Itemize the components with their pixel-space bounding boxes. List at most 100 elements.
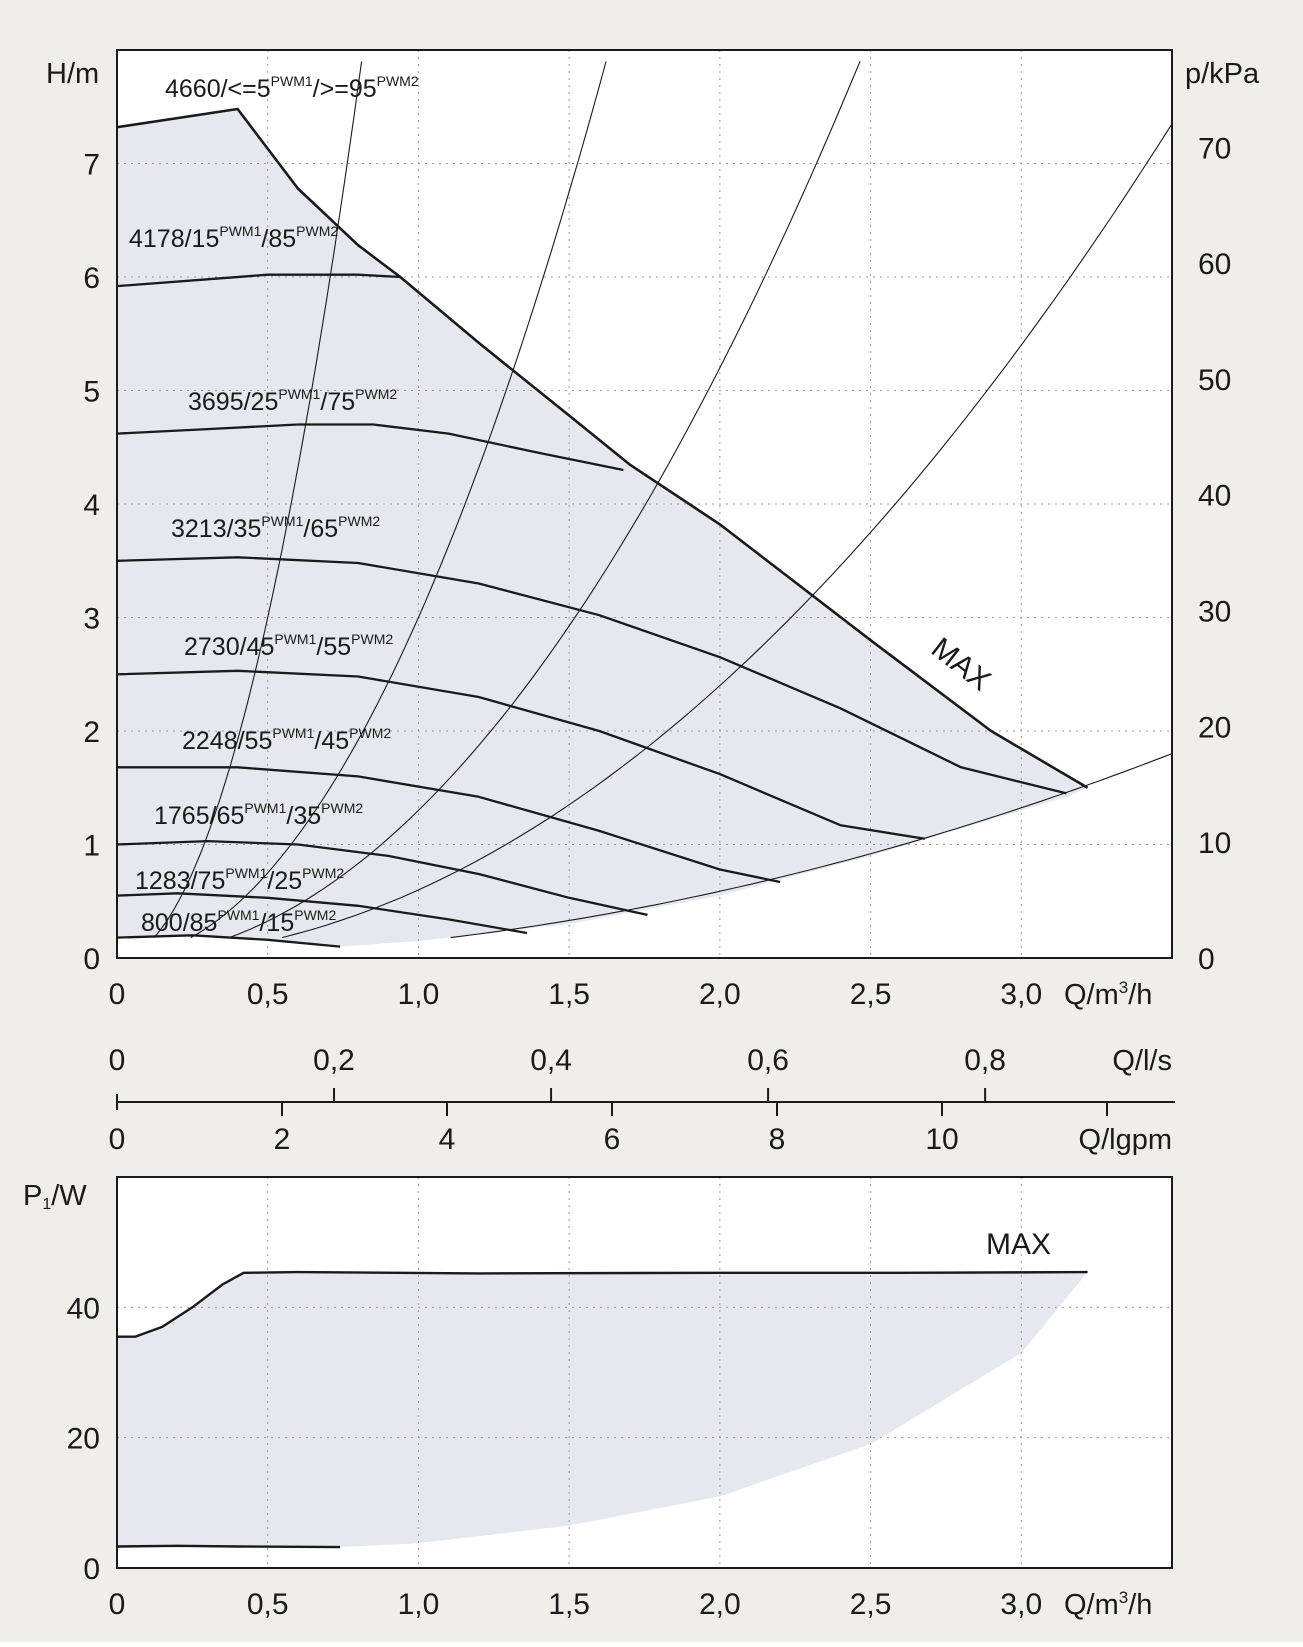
label-part-sup1: PWM1 — [219, 223, 261, 239]
y-tick-label: 1 — [83, 830, 100, 863]
x-axis-title-part: Q/m — [1064, 979, 1119, 1011]
label-part-sup2: PWM2 — [377, 73, 419, 89]
label-part-b: /55 — [316, 633, 351, 661]
power-y-tick-label: 0 — [83, 1553, 100, 1586]
ls-axis-title: Q/l/s — [1112, 1045, 1172, 1077]
grid-2 — [117, 1177, 1172, 1568]
system-curve-4 — [281, 123, 1172, 939]
speed-curve-8 — [116, 934, 341, 948]
speed-curves — [116, 107, 1089, 948]
label-part-sup2: PWM2 — [338, 513, 380, 529]
power-x-axis-title-part: Q/m — [1064, 1589, 1119, 1621]
y-right-tick-label: 70 — [1198, 132, 1231, 165]
x-tick-label: 1,5 — [548, 978, 590, 1011]
power-min-curve — [116, 1544, 341, 1549]
label-part-sup1: PWM1 — [217, 907, 259, 923]
label-part-b: /65 — [303, 515, 338, 543]
power-x-axis-title-part: /h — [1128, 1589, 1152, 1621]
power-y-axis-title-part: /W — [51, 1180, 87, 1212]
power-flow-chart: MAX 0 20 40 0 0,5 1,0 1,5 2,0 2,5 3,0 P1/W Q/m3/h — [23, 1176, 1173, 1621]
plot-frame-2 — [116, 1176, 1173, 1569]
lgpm-tick-label: 10 — [925, 1123, 958, 1156]
label-part-sup2: PWM2 — [355, 386, 397, 402]
y-right-axis-title: p/kPa — [1185, 58, 1260, 90]
system-curve-3 — [229, 61, 861, 939]
label-part-sup1: PWM1 — [244, 800, 286, 816]
y-right-tick-label: 20 — [1198, 711, 1231, 744]
label-part-a: 2730/45 — [184, 633, 274, 661]
x-axis-title: Q/m3/h — [1064, 978, 1152, 1011]
ls-tick-label: 0 — [109, 1044, 126, 1077]
grid — [117, 50, 1172, 958]
x-tick-label: 0 — [109, 978, 126, 1011]
speed-curve-label-5: 2248/55PWM1/45PWM2 — [182, 725, 391, 755]
y-tick-label: 4 — [83, 489, 100, 522]
secondary-flow-axes: 0 0,2 0,4 0,6 0,8 Q/l/s 0 2 4 6 8 10 Q/lgpm — [109, 1044, 1175, 1156]
speed-curve-label-8: 800/85PWM1/15PWM2 — [141, 907, 336, 937]
speed-curve-label-1: 4178/15PWM1/85PWM2 — [129, 223, 338, 253]
system-curve-5 — [450, 753, 1172, 939]
power-x-axis-title: Q/m3/h — [1064, 1588, 1152, 1621]
lgpm-tick-label: 0 — [109, 1123, 126, 1156]
y-tick-label: 3 — [83, 603, 100, 636]
lgpm-axis-title: Q/lgpm — [1079, 1124, 1172, 1156]
label-part-b: /15 — [259, 909, 294, 937]
speed-curve-label-2: 3695/25PWM1/75PWM2 — [188, 386, 397, 416]
lgpm-tick-label: 8 — [769, 1123, 786, 1156]
ls-tick-label: 0,6 — [747, 1044, 789, 1077]
label-part-sup1: PWM1 — [271, 73, 313, 89]
lgpm-tick-label: 2 — [274, 1123, 291, 1156]
y-tick-label: 0 — [83, 943, 100, 976]
lgpm-tick-label: 6 — [604, 1123, 621, 1156]
speed-curve-5 — [117, 766, 781, 884]
label-part-sup2: PWM2 — [294, 907, 336, 923]
speed-curve-7 — [116, 892, 528, 935]
label-part-b: />=95 — [313, 75, 377, 103]
x-axis-title-part: 3 — [1119, 978, 1128, 997]
y-right-tick-label: 50 — [1198, 364, 1231, 397]
label-part-b: /35 — [286, 802, 321, 830]
speed-curve-1 — [116, 273, 401, 288]
power-y-tick-label: 40 — [67, 1292, 100, 1325]
label-part-sup2: PWM2 — [296, 223, 338, 239]
system-curves — [153, 61, 1172, 939]
power-max-label: MAX — [986, 1228, 1051, 1261]
label-part-sup2: PWM2 — [349, 725, 391, 741]
y-axis-title: H/m — [46, 58, 99, 90]
power-x-tick-label: 2,0 — [699, 1588, 741, 1621]
power-y-axis-title-part: 1 — [42, 1196, 51, 1213]
power-x-tick-label: 1,0 — [398, 1588, 440, 1621]
speed-curve-6 — [116, 839, 648, 917]
label-part-sup2: PWM2 — [302, 865, 344, 881]
label-part-a: 1283/75 — [135, 867, 225, 895]
y-tick-label: 6 — [83, 262, 100, 295]
label-part-b: /85 — [261, 225, 296, 253]
x-axis-title-part: /h — [1128, 979, 1152, 1011]
system-curve-1 — [153, 61, 363, 938]
label-part-sup1: PWM1 — [272, 725, 314, 741]
label-part-sup2: PWM2 — [321, 800, 363, 816]
label-part-a: 2248/55 — [182, 727, 272, 755]
label-part-b: /45 — [314, 727, 349, 755]
label-part-a: 3213/35 — [171, 515, 261, 543]
head-flow-chart: 4178/15PWM1/85PWM2 3695/25PWM1/75PWM2 3213… — [46, 49, 1260, 1011]
label-part-sup1: PWM1 — [225, 865, 267, 881]
y-tick-label: 5 — [83, 376, 100, 409]
speed-curve-3 — [116, 556, 1067, 795]
y-right-tick-label: 40 — [1198, 480, 1231, 513]
label-part-sup1: PWM1 — [278, 386, 320, 402]
x-tick-label: 3,0 — [1000, 978, 1042, 1011]
top-curve-label: 4660/<=5PWM1/>=95PWM2 — [165, 73, 419, 103]
plot-frame — [116, 49, 1173, 959]
label-part-a: 1765/65 — [154, 802, 244, 830]
power-x-tick-label: 3,0 — [1000, 1588, 1042, 1621]
y-tick-label: 7 — [83, 149, 100, 182]
label-part-a: 800/85 — [141, 909, 217, 937]
label-part-sup1: PWM1 — [274, 631, 316, 647]
x-tick-label: 1,0 — [398, 978, 440, 1011]
label-part-b: /75 — [320, 388, 355, 416]
ls-tick-label: 0,8 — [964, 1044, 1006, 1077]
power-x-tick-label: 2,5 — [850, 1588, 892, 1621]
